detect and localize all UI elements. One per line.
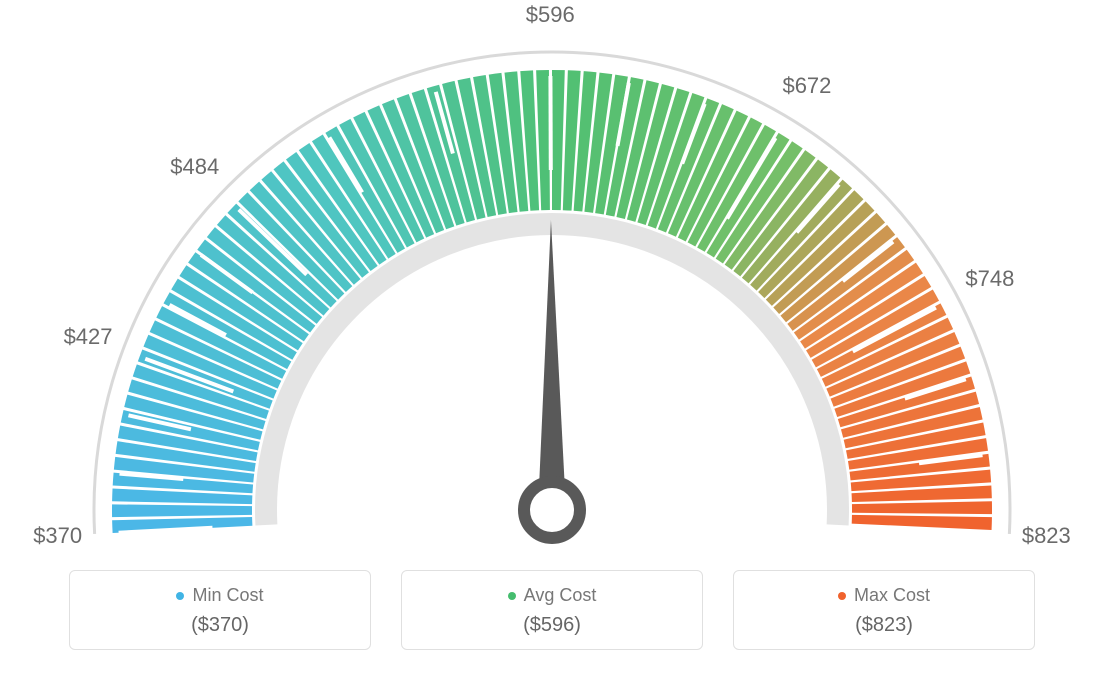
gauge-needle (538, 220, 566, 510)
gauge-tick-label: $596 (526, 2, 575, 28)
gauge-tick-label: $370 (33, 523, 82, 549)
legend-title-avg: Avg Cost (508, 585, 597, 606)
legend-dot-avg (508, 592, 516, 600)
legend-row: Min Cost ($370) Avg Cost ($596) Max Cost… (0, 570, 1104, 650)
gauge-needle-hub (524, 482, 580, 538)
legend-title-min: Min Cost (176, 585, 263, 606)
legend-value-avg: ($596) (402, 614, 702, 637)
legend-card-avg: Avg Cost ($596) (401, 570, 703, 650)
gauge-area: $370 $427 $484 $596 $672 $748 $823 (0, 0, 1104, 560)
gauge-tick-label: $672 (782, 73, 831, 99)
legend-card-max: Max Cost ($823) (733, 570, 1035, 650)
legend-label-max: Max Cost (854, 585, 930, 606)
legend-label-avg: Avg Cost (524, 585, 597, 606)
gauge-tick-label: $748 (965, 266, 1014, 292)
gauge-svg (0, 0, 1104, 560)
legend-title-max: Max Cost (838, 585, 930, 606)
gauge-tick-label: $427 (64, 324, 113, 350)
legend-value-min: ($370) (70, 614, 370, 637)
gauge-tick-label: $823 (1022, 523, 1071, 549)
legend-dot-max (838, 592, 846, 600)
legend-card-min: Min Cost ($370) (69, 570, 371, 650)
gauge-tick-label: $484 (170, 154, 219, 180)
legend-dot-min (176, 592, 184, 600)
legend-value-max: ($823) (734, 614, 1034, 637)
legend-label-min: Min Cost (192, 585, 263, 606)
chart-container: $370 $427 $484 $596 $672 $748 $823 Min Cost ($… (0, 0, 1104, 690)
